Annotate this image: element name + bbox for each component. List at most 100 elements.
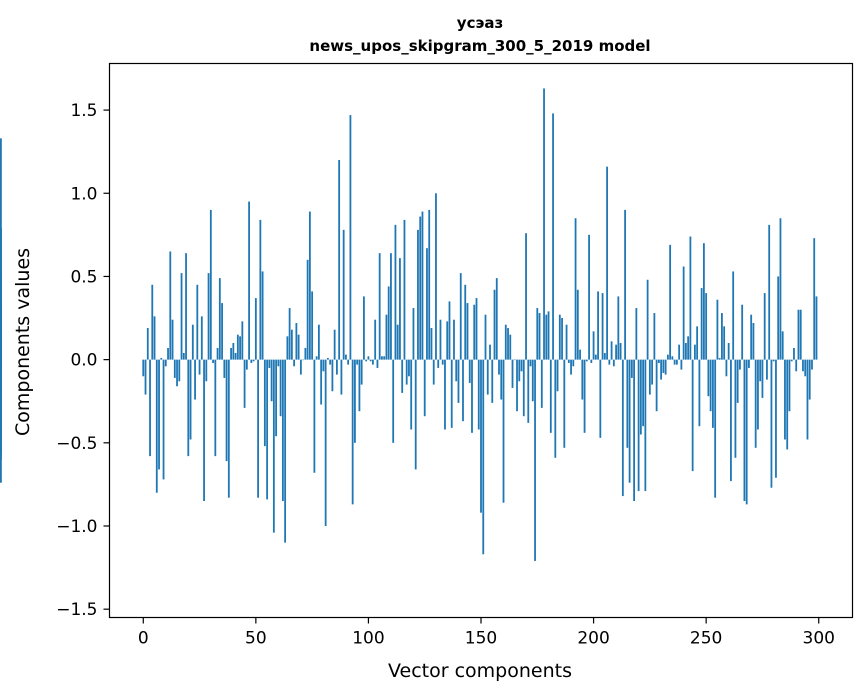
bar (527, 359, 530, 423)
bar (203, 359, 205, 502)
bar (511, 359, 514, 388)
bar (646, 279, 649, 360)
bar (736, 359, 739, 403)
x-tick-label: 300 (803, 629, 835, 649)
bar (784, 359, 786, 440)
bar (383, 356, 386, 360)
bar (358, 359, 361, 412)
bar (414, 359, 417, 470)
bar (482, 359, 485, 555)
bar (594, 354, 597, 360)
bar (399, 258, 401, 360)
bar (599, 359, 602, 438)
x-tick-label: 50 (245, 629, 267, 649)
bar (311, 291, 314, 360)
bar (234, 352, 237, 360)
bar (369, 359, 372, 362)
bar (489, 344, 491, 360)
bar (198, 359, 201, 375)
bar (565, 324, 568, 360)
bar (770, 359, 773, 488)
bar (439, 319, 442, 360)
bar (723, 326, 726, 360)
bar (781, 331, 784, 360)
bar (516, 359, 518, 412)
bar (806, 359, 809, 440)
bar (329, 359, 332, 365)
bar (430, 328, 433, 360)
bar (660, 359, 663, 380)
bar (327, 357, 329, 360)
bar (471, 359, 473, 433)
bar (597, 291, 599, 360)
bar (252, 359, 255, 362)
bar (626, 359, 629, 448)
bar (552, 113, 554, 360)
bar (655, 359, 658, 412)
bar (743, 359, 746, 502)
bar (673, 359, 676, 365)
bar (338, 159, 341, 360)
bar (308, 211, 311, 360)
bar (748, 359, 750, 368)
bar (585, 359, 588, 362)
bar (259, 219, 262, 360)
bar (468, 359, 471, 383)
bar (146, 328, 149, 360)
bar (324, 359, 327, 526)
bar (176, 359, 178, 387)
bar (268, 359, 271, 368)
bar (675, 359, 678, 365)
bar (788, 359, 791, 412)
bar (367, 356, 370, 360)
bar (347, 359, 350, 365)
bar (768, 224, 771, 360)
bar (261, 271, 264, 360)
bar (750, 314, 753, 360)
bar (590, 359, 593, 363)
bar (804, 359, 807, 377)
bar (689, 236, 692, 360)
bar (754, 359, 757, 448)
bar (279, 359, 282, 417)
bar (752, 323, 755, 360)
bar (547, 311, 550, 360)
bar (475, 298, 478, 360)
x-tick-label: 150 (465, 629, 497, 649)
bar (545, 314, 548, 360)
plot-frame (108, 62, 854, 619)
bar (462, 359, 464, 422)
bar (284, 359, 287, 543)
bar (608, 359, 611, 365)
bar (248, 201, 250, 360)
bar (612, 359, 615, 367)
bar (813, 238, 816, 360)
bar (270, 359, 273, 402)
bar (628, 359, 631, 483)
bar (536, 308, 539, 360)
bar (372, 359, 374, 365)
bar (322, 359, 325, 372)
x-axis-label: Vector components (388, 660, 572, 682)
bar (486, 359, 489, 395)
bar (766, 359, 768, 380)
bar (405, 359, 408, 385)
bar (417, 229, 419, 360)
bar (581, 359, 584, 400)
bar (716, 299, 719, 360)
bar (657, 359, 660, 363)
bar (412, 308, 415, 360)
bar (633, 359, 635, 502)
bar (336, 359, 338, 375)
bar (518, 359, 521, 382)
bar (730, 359, 732, 482)
bar (574, 218, 577, 360)
bar (408, 359, 410, 377)
bar (705, 293, 708, 360)
bar (797, 309, 800, 360)
bar (799, 309, 802, 360)
bar (504, 324, 507, 360)
x-tick-label: 200 (577, 629, 609, 649)
bars-group (0, 88, 818, 561)
bar (444, 359, 446, 430)
